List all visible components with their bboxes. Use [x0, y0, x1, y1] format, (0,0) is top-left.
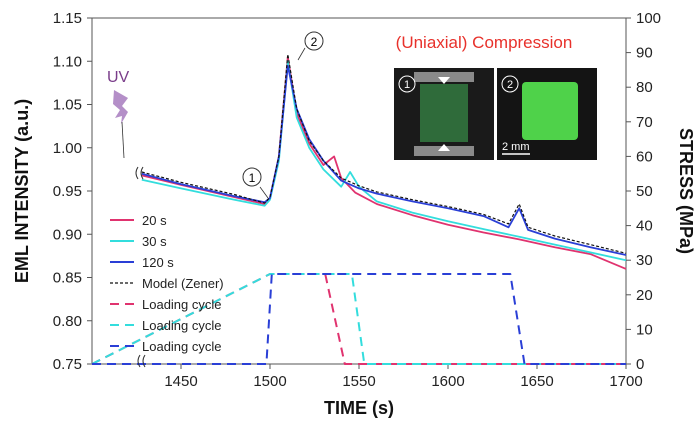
x-axis: 1450 1500 1550 1600 1650 1700 — [164, 364, 643, 390]
inset-photo-1-label: 1 — [404, 79, 410, 91]
series-line-0 — [141, 56, 627, 270]
y-tick-label: 0.80 — [53, 313, 82, 330]
marker-1-circle — [242, 167, 262, 187]
uv-label: UV — [107, 69, 130, 86]
legend: 20 s 30 s 120 s Model (Zener) Loading cycle L… — [110, 213, 224, 354]
inset-sample-dim — [420, 84, 468, 142]
y-tick-label: 1.10 — [53, 53, 82, 70]
marker-1-pointer — [259, 186, 269, 199]
legend-label: Loading cycle — [142, 318, 222, 333]
y2-tick-label: 40 — [636, 218, 653, 235]
uv-pointer — [121, 121, 125, 159]
y-axis-left: 0.75 0.80 0.85 0.90 0.95 1.00 1.05 1.10 1.15 — [53, 10, 92, 373]
inset-photos: 1 2 2 mm — [394, 68, 597, 160]
x-tick-label: 1700 — [609, 373, 642, 390]
y-tick-label: 0.90 — [53, 226, 82, 243]
series-line-1 — [141, 60, 627, 262]
inset-photo-2-badge — [501, 75, 519, 93]
y-tick-label: 1.00 — [53, 140, 82, 157]
inset-photo-1-badge — [398, 75, 416, 93]
inset-arrow-down-icon — [438, 77, 450, 84]
y2-tick-label: 10 — [636, 321, 653, 338]
legend-label: 20 s — [142, 213, 167, 228]
uv-annotation: UV — [107, 69, 130, 159]
y2-tick-label: 30 — [636, 252, 653, 269]
inset-scale-label: 2 mm — [502, 141, 530, 153]
legend-label: Loading cycle — [142, 297, 222, 312]
marker-1-label: 1 — [249, 171, 256, 185]
series-line-3 — [141, 53, 627, 254]
series-line-6 — [92, 273, 626, 365]
y-tick-label: 0.95 — [53, 183, 82, 200]
y-tick-label: 1.15 — [53, 10, 82, 27]
marker-1: 1 — [242, 167, 269, 199]
y2-tick-label: 70 — [636, 114, 653, 131]
axis-break-bottom — [137, 354, 146, 368]
chart-title: (Uniaxial) Compression — [396, 33, 573, 52]
x-tick-label: 1550 — [342, 373, 375, 390]
x-tick-label: 1450 — [164, 373, 197, 390]
y-axis-label: EML INTENSITY (a.u.) — [12, 99, 32, 283]
inset-photo-2: 2 2 mm — [497, 68, 597, 160]
inset-arrow-up-icon — [438, 144, 450, 151]
legend-label: 30 s — [142, 234, 167, 249]
y2-tick-label: 50 — [636, 183, 653, 200]
legend-label: 120 s — [142, 255, 174, 270]
marker-2-label: 2 — [311, 35, 318, 49]
series-line-4 — [91, 273, 626, 365]
marker-2: 2 — [297, 31, 324, 61]
series-layer — [91, 53, 627, 365]
y-axis-right: 0 10 20 30 40 50 60 70 80 90 100 — [626, 10, 661, 373]
x-tick-label: 1650 — [520, 373, 553, 390]
inset-photo-1: 1 — [394, 68, 494, 160]
legend-label: Loading cycle — [142, 339, 222, 354]
x-tick-label: 1600 — [431, 373, 464, 390]
y2-tick-label: 100 — [636, 10, 661, 27]
y2-axis-label: STRESS (MPa) — [676, 128, 696, 254]
x-tick-label: 1500 — [253, 373, 286, 390]
axis-break-top — [135, 166, 144, 180]
marker-2-circle — [304, 31, 324, 51]
lightning-bolt-icon — [113, 90, 128, 124]
y2-tick-label: 20 — [636, 287, 653, 304]
axis-break-marks — [135, 166, 146, 368]
y2-tick-label: 60 — [636, 148, 653, 165]
y2-tick-label: 90 — [636, 45, 653, 62]
marker-2-pointer — [297, 47, 306, 61]
y-tick-label: 0.75 — [53, 356, 82, 373]
inset-photo-2-label: 2 — [507, 79, 513, 91]
y2-tick-label: 0 — [636, 356, 644, 373]
y2-tick-label: 80 — [636, 79, 653, 96]
x-axis-label: TIME (s) — [324, 398, 394, 418]
y-tick-label: 0.85 — [53, 270, 82, 287]
y-tick-label: 1.05 — [53, 97, 82, 114]
legend-label: Model (Zener) — [142, 276, 224, 291]
inset-sample-bright — [522, 82, 578, 140]
